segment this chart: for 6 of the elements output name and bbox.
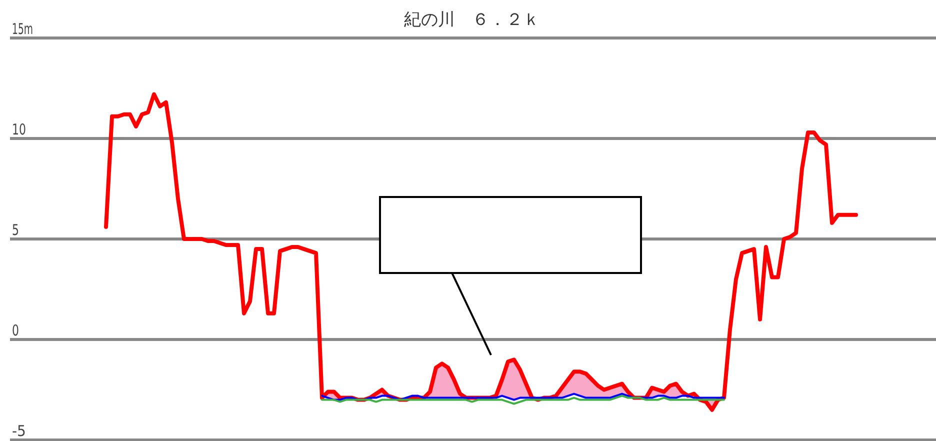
y-tick-label: -5	[12, 422, 27, 440]
y-tick-label: 10	[12, 120, 32, 138]
chart-title: 紀の川 ６．２ｋ	[404, 10, 540, 30]
y-tick-label: 5	[12, 221, 22, 239]
y-tick-label: 15m	[12, 20, 46, 38]
y-tick-label: 0	[12, 322, 22, 340]
